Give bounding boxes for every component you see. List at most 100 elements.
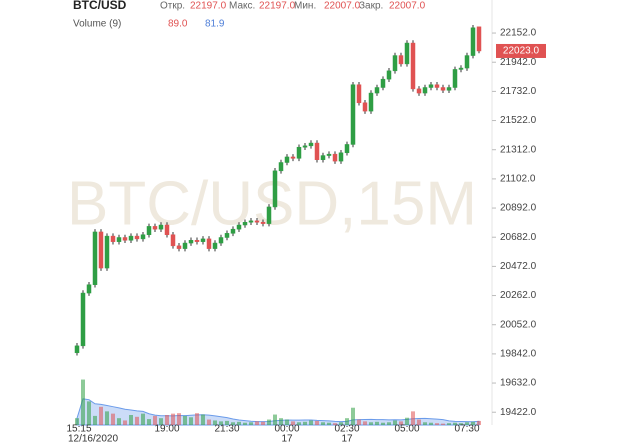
- candle-body: [182, 242, 188, 249]
- y-tick-label: 19632.0: [500, 378, 537, 389]
- x-tick-label: 07:30: [454, 424, 479, 435]
- candle-body: [410, 42, 416, 90]
- candle-body: [266, 206, 272, 224]
- volume-bar: [441, 423, 445, 425]
- y-tick-label: 21312.0: [500, 144, 537, 155]
- x-tick-label: 21:30: [214, 424, 239, 435]
- volume-bar: [171, 413, 175, 425]
- y-tick-label: 21102.0: [500, 174, 536, 185]
- candle-body: [158, 224, 164, 230]
- volume-bar: [291, 421, 295, 425]
- volume-bar: [219, 421, 223, 425]
- candle-body: [242, 221, 248, 226]
- candle-body: [362, 102, 368, 112]
- candle-body: [86, 284, 92, 294]
- candle-body: [140, 234, 146, 240]
- candle-body: [338, 152, 344, 162]
- ohlc-value: 22007.0: [324, 1, 361, 12]
- volume-bar: [351, 407, 355, 425]
- candle-body: [368, 92, 374, 112]
- volume-bar: [357, 419, 361, 425]
- volume-bar: [279, 418, 283, 425]
- ohlc-label: Мин.: [294, 1, 316, 12]
- candle-body: [350, 84, 356, 145]
- candle-body: [164, 224, 170, 235]
- volume-label: Volume (9): [73, 19, 121, 30]
- candle-body: [296, 146, 302, 159]
- candle-body: [470, 27, 476, 56]
- volume-bar: [471, 421, 475, 425]
- volume-bar: [297, 422, 301, 425]
- candle-body: [344, 144, 350, 154]
- volume-bar: [399, 421, 403, 425]
- candle-body: [302, 145, 308, 148]
- ohlc-label: Закр.: [359, 1, 383, 12]
- candle-body: [218, 237, 224, 244]
- volume-bar: [411, 411, 415, 425]
- volume-bar: [243, 422, 247, 425]
- candle-body: [392, 55, 398, 72]
- candle-body: [320, 155, 326, 160]
- volume-bar: [165, 415, 169, 425]
- volume-bar: [87, 401, 91, 425]
- candle-body: [356, 84, 362, 104]
- volume-bar: [153, 415, 157, 425]
- x-tick-label: 19:00: [154, 424, 179, 435]
- candle-body: [278, 162, 284, 172]
- candle-body: [284, 156, 290, 163]
- candle-body: [80, 292, 86, 347]
- candle-body: [464, 55, 470, 69]
- candle-body: [272, 170, 278, 208]
- candle-body: [440, 87, 446, 91]
- volume-bar: [339, 422, 343, 425]
- ohlc-label: Макс.: [229, 1, 255, 12]
- candle-body: [92, 231, 98, 285]
- y-tick-label: 19422.0: [500, 407, 537, 418]
- candle-body: [74, 345, 80, 354]
- volume-bar: [285, 419, 289, 425]
- volume-ma-value: 81.9: [205, 19, 225, 30]
- volume-bar: [201, 414, 205, 425]
- candle-body: [134, 235, 140, 240]
- volume-bar: [195, 413, 199, 425]
- volume-bar: [237, 421, 241, 425]
- volume-bar: [267, 419, 271, 425]
- volume-bar: [249, 422, 253, 425]
- volume-bar: [123, 420, 127, 425]
- x-date-label: 17: [341, 434, 353, 444]
- candle-body: [110, 235, 116, 242]
- candle-body: [248, 220, 254, 223]
- volume-bar: [303, 421, 307, 425]
- y-tick-label: 22152.0: [500, 28, 537, 39]
- candle-body: [236, 224, 242, 230]
- candle-body: [374, 87, 380, 94]
- candle-body: [290, 156, 296, 159]
- volume-bar: [423, 422, 427, 425]
- volume-bar: [99, 406, 103, 425]
- y-tick-label: 21942.0: [500, 57, 537, 68]
- candle-body: [230, 228, 236, 234]
- volume-bar: [309, 420, 313, 425]
- candle-body: [146, 226, 152, 235]
- volume-bar: [321, 422, 325, 425]
- volume-bar: [327, 422, 331, 425]
- volume-bar: [345, 418, 349, 425]
- volume-bar: [213, 420, 217, 425]
- symbol: BTC/USD: [73, 0, 127, 12]
- candle-body: [254, 220, 260, 223]
- volume-bar: [363, 421, 367, 425]
- volume-bar: [447, 423, 451, 425]
- volume-bar: [429, 422, 433, 425]
- candle-body: [446, 87, 452, 91]
- candle-body: [260, 221, 266, 224]
- volume-bar: [375, 421, 379, 425]
- candle-body: [428, 84, 434, 88]
- volume-bar: [387, 422, 391, 425]
- candle-body: [458, 67, 464, 70]
- volume-value: 89.0: [168, 19, 188, 30]
- ohlc-value: 22197.0: [259, 1, 296, 12]
- candle-body: [188, 240, 194, 244]
- volume-bar: [93, 415, 97, 425]
- ohlc-value: 22007.0: [389, 1, 426, 12]
